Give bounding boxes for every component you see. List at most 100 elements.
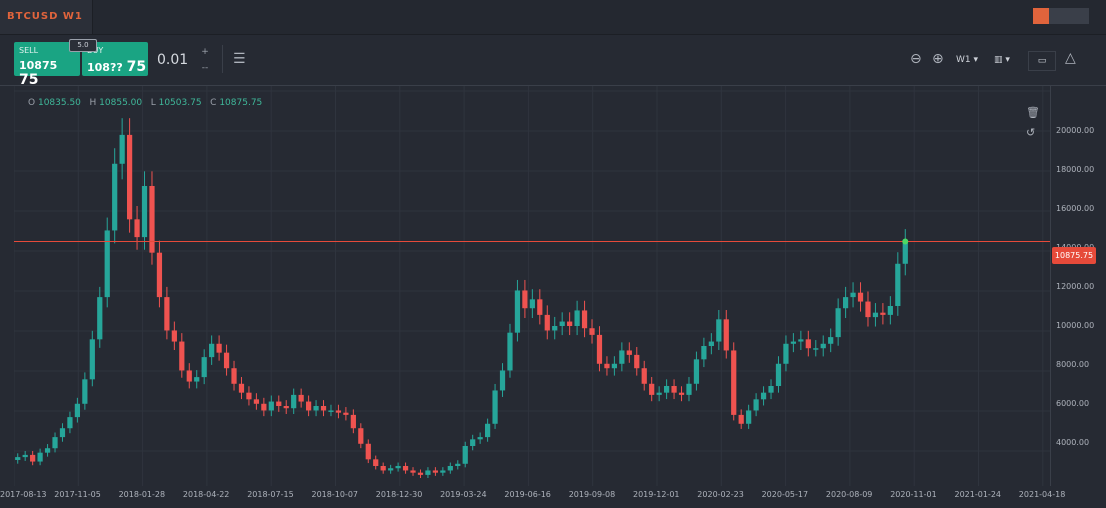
candle-body bbox=[462, 446, 468, 464]
stepper-up[interactable]: + bbox=[201, 47, 209, 57]
time-axis-label: 2018-04-22 bbox=[182, 490, 230, 499]
time-axis-label: 2020-05-17 bbox=[761, 490, 809, 499]
candle-body bbox=[649, 383, 655, 395]
stepper-down[interactable]: -- bbox=[201, 63, 209, 73]
last-price-marker bbox=[902, 238, 909, 245]
trading-toolbar: SELL 10875 75 BUY 108?? 75 5.0 bbox=[0, 35, 1106, 88]
candle-body bbox=[164, 297, 170, 331]
candle-body bbox=[887, 306, 893, 315]
candle-body bbox=[589, 328, 595, 335]
candle-body bbox=[723, 319, 729, 351]
candle-body bbox=[842, 297, 849, 309]
candle-body bbox=[514, 290, 521, 333]
candle-body bbox=[37, 452, 43, 462]
window-controls-extra[interactable] bbox=[1049, 8, 1089, 24]
candle-body bbox=[171, 330, 177, 342]
ohlc-legend: O 10835.50 H 10855.00 L 10503.75 C 10875… bbox=[28, 98, 263, 108]
candle-body bbox=[671, 386, 677, 393]
candle-body bbox=[492, 390, 498, 424]
candle-body bbox=[186, 370, 192, 382]
candle-body bbox=[798, 339, 804, 342]
indicator-button[interactable]: ▭ bbox=[1028, 51, 1056, 71]
legend-low: 10503.75 bbox=[158, 98, 202, 108]
legend-close: 10875.75 bbox=[219, 98, 263, 108]
candle-body bbox=[253, 399, 260, 404]
alert-icon[interactable]: △ bbox=[1065, 50, 1076, 66]
price-axis-label: 16000.00 bbox=[1056, 204, 1095, 213]
price-chart[interactable] bbox=[14, 86, 1050, 486]
trash-icon[interactable]: 🗑 bbox=[1026, 106, 1040, 119]
candle-body bbox=[402, 466, 409, 471]
candle-body bbox=[872, 312, 879, 318]
window-controls[interactable] bbox=[1033, 8, 1049, 24]
candle-body bbox=[179, 341, 185, 371]
candle-body bbox=[619, 350, 625, 364]
candle-body bbox=[857, 292, 864, 302]
tab-btcusd-w1[interactable]: BTCUSD W1 bbox=[0, 0, 93, 34]
candle-body bbox=[581, 310, 588, 329]
candle-body bbox=[15, 457, 21, 460]
zoom-in-icon[interactable]: ⊕ bbox=[932, 51, 944, 67]
time-axis-label: 2017-08-13 bbox=[0, 490, 47, 499]
candle-body bbox=[746, 410, 752, 424]
timeframe-select[interactable]: W1 ▾ bbox=[956, 55, 979, 65]
candle-body bbox=[149, 186, 155, 253]
candle-body bbox=[484, 423, 491, 438]
time-axis-label: 2020-08-09 bbox=[825, 490, 873, 499]
legend-high: 10855.00 bbox=[99, 98, 143, 108]
price-axis-label: 20000.00 bbox=[1056, 126, 1095, 135]
sell-price: 10875 75 bbox=[19, 59, 58, 88]
candle-body bbox=[298, 394, 304, 402]
chart-type-select[interactable]: ▥ ▾ bbox=[994, 55, 1010, 65]
title-bar: BTCUSD W1 bbox=[0, 0, 1106, 35]
undo-icon[interactable]: ↺ bbox=[1026, 126, 1036, 139]
candle-body bbox=[507, 332, 513, 371]
candle-body bbox=[850, 292, 856, 298]
candle-body bbox=[223, 352, 230, 369]
time-axis-label: 2018-12-30 bbox=[375, 490, 423, 499]
price-axis-label: 12000.00 bbox=[1056, 282, 1095, 291]
candle-body bbox=[663, 386, 670, 393]
candle-body bbox=[880, 312, 886, 315]
time-axis-label: 2018-01-28 bbox=[118, 490, 166, 499]
candle-body bbox=[902, 241, 908, 264]
candle-body bbox=[708, 341, 714, 346]
candle-body bbox=[104, 230, 110, 298]
candle-body bbox=[365, 443, 371, 460]
candle-body bbox=[499, 370, 506, 391]
candle-body bbox=[44, 448, 51, 453]
candle-body bbox=[276, 401, 282, 406]
candle-body bbox=[283, 406, 289, 409]
candle-body bbox=[678, 392, 685, 395]
time-axis-label: 2020-11-01 bbox=[890, 490, 937, 499]
candle-body bbox=[828, 337, 834, 344]
zoom-out-icon[interactable]: ⊖ bbox=[910, 51, 922, 67]
candle-body bbox=[760, 392, 767, 400]
candle-body bbox=[194, 377, 200, 382]
candle-body bbox=[335, 410, 342, 413]
candle-body bbox=[97, 297, 103, 340]
candle-body bbox=[529, 299, 535, 309]
candle-body bbox=[238, 383, 245, 393]
candle-body bbox=[701, 346, 707, 360]
time-axis-label: 2021-01-24 bbox=[954, 490, 1002, 499]
candle-body bbox=[112, 163, 118, 231]
candle-body bbox=[820, 343, 826, 349]
candle-body bbox=[231, 368, 237, 384]
candle-body bbox=[373, 459, 379, 466]
legend-open: 10835.50 bbox=[37, 98, 81, 108]
time-axis-label: 2018-10-07 bbox=[311, 490, 359, 499]
lot-size-input[interactable]: 0.01 bbox=[157, 52, 189, 68]
candle-body bbox=[343, 412, 349, 415]
candle-body bbox=[753, 399, 759, 411]
lot-stepper[interactable]: + -- bbox=[196, 44, 214, 76]
candle-body bbox=[544, 314, 550, 331]
candle-body bbox=[596, 334, 603, 364]
candle-body bbox=[567, 321, 573, 326]
candle-body bbox=[410, 470, 416, 473]
candle-body bbox=[134, 219, 140, 238]
time-axis-label: 2019-06-16 bbox=[504, 490, 551, 499]
list-icon[interactable]: ☰ bbox=[233, 51, 246, 67]
candle-body bbox=[470, 439, 476, 446]
candle-body bbox=[626, 350, 632, 355]
